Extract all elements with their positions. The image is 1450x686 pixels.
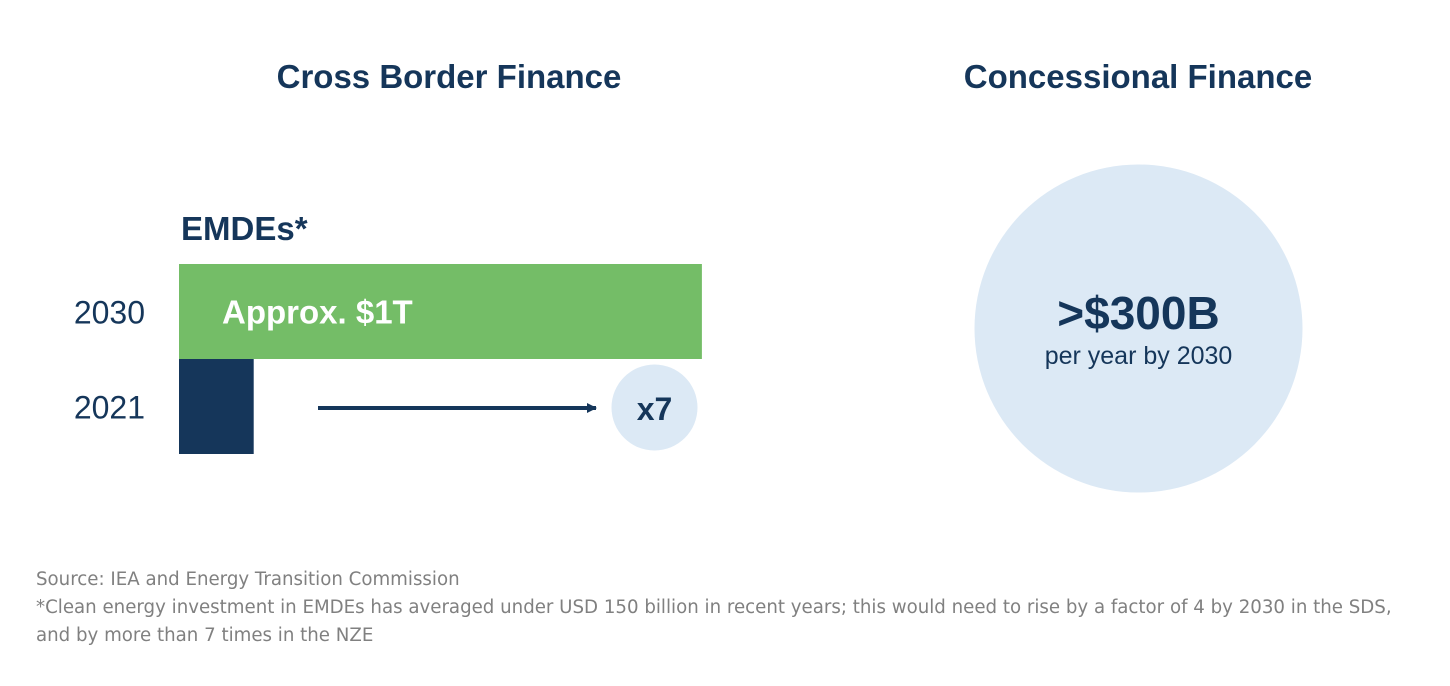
cross-border-bar-chart: EMDEs* Approx. $1T 2030 2021 x7 [74, 210, 702, 454]
concessional-finance-title: Concessional Finance [963, 58, 1313, 95]
footnote: Source: IEA and Energy Transition Commis… [36, 566, 1396, 650]
concessional-value: >$300B [1057, 287, 1220, 339]
category-label-2021: 2021 [74, 390, 145, 426]
bar-2030 [179, 264, 702, 359]
multiplier-bubble [611, 364, 698, 451]
bar-group: Approx. $1T [179, 264, 702, 454]
concessional-bubble-text: >$300B per year by 2030 [975, 285, 1302, 371]
chart-title-emdes: EMDEs* [181, 210, 308, 247]
data-label-2030: Approx. $1T [222, 294, 413, 331]
emde-footnote: *Clean energy investment in EMDEs has av… [36, 597, 1392, 646]
category-labels: 2030 2021 [74, 295, 145, 426]
bar-2021 [179, 359, 254, 454]
concessional-caption: per year by 2030 [1044, 342, 1233, 370]
category-label-2030: 2030 [74, 295, 145, 331]
cross-border-finance-title: Cross Border Finance [276, 58, 622, 95]
multiplier-label: x7 [637, 391, 673, 427]
source-note: Source: IEA and Energy Transition Commis… [36, 569, 460, 590]
